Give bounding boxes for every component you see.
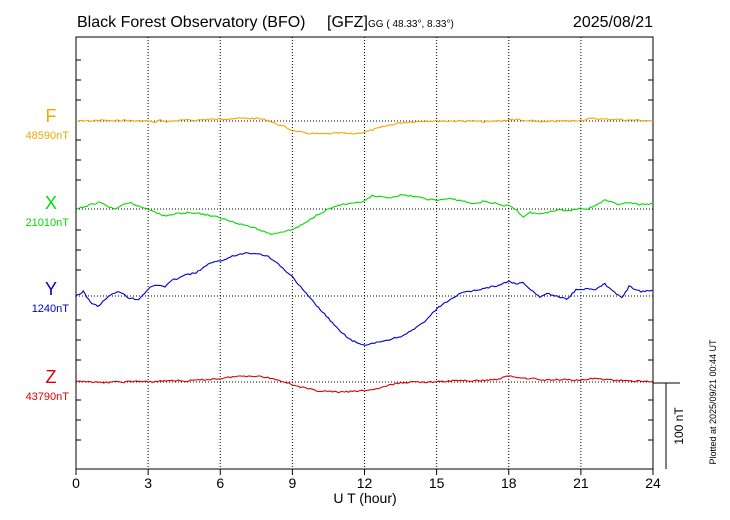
series-name-X: X (45, 193, 57, 213)
baseline-label-Z: 43790nT (26, 391, 70, 403)
x-tick-label-0: 0 (72, 475, 80, 491)
series-line-Z (76, 375, 654, 394)
x-axis-tick-labels: 0 3 6 9 12 15 18 21 24 (72, 475, 661, 491)
series-name-F: F (46, 106, 57, 126)
x-axis-ticks (75, 59, 654, 475)
baseline-label-Y: 1240nT (32, 303, 70, 315)
baseline-label-F: 48590nT (26, 130, 70, 142)
x-tick-label-6: 6 (216, 475, 224, 491)
baseline-label-X: 21010nT (26, 217, 70, 229)
station-coordinates: GG ( 48.33°, 8.33°) (368, 19, 454, 30)
chart-date: 2025/08/21 (573, 14, 653, 31)
x-tick-label-24: 24 (645, 475, 661, 491)
x-tick-label-12: 12 (357, 475, 373, 491)
vertical-gridlines (147, 37, 582, 469)
series-name-Z: Z (46, 367, 57, 387)
series-labels: F 48590nT X 21010nT Y 1240nT Z 43790nT (26, 106, 70, 403)
scale-bar: 100 nT (653, 382, 686, 469)
scale-bar-label: 100 nT (672, 407, 686, 445)
series-name-Y: Y (45, 279, 57, 299)
x-tick-label-3: 3 (144, 475, 152, 491)
series-lines (75, 116, 654, 394)
plotted-timestamp: Plotted at 2025/09/21 00:44 UT (708, 339, 718, 465)
x-tick-label-15: 15 (429, 475, 445, 491)
x-axis-label: U T (hour) (333, 490, 396, 506)
series-line-Y (75, 252, 654, 346)
chart-title: Black Forest Observatory (BFO) (77, 14, 306, 31)
x-tick-label-18: 18 (501, 475, 517, 491)
organization-label: [GFZ] (327, 14, 368, 31)
x-tick-label-21: 21 (573, 475, 589, 491)
series-line-F (75, 116, 654, 135)
x-tick-label-9: 9 (288, 475, 296, 491)
series-line-X (75, 193, 654, 235)
